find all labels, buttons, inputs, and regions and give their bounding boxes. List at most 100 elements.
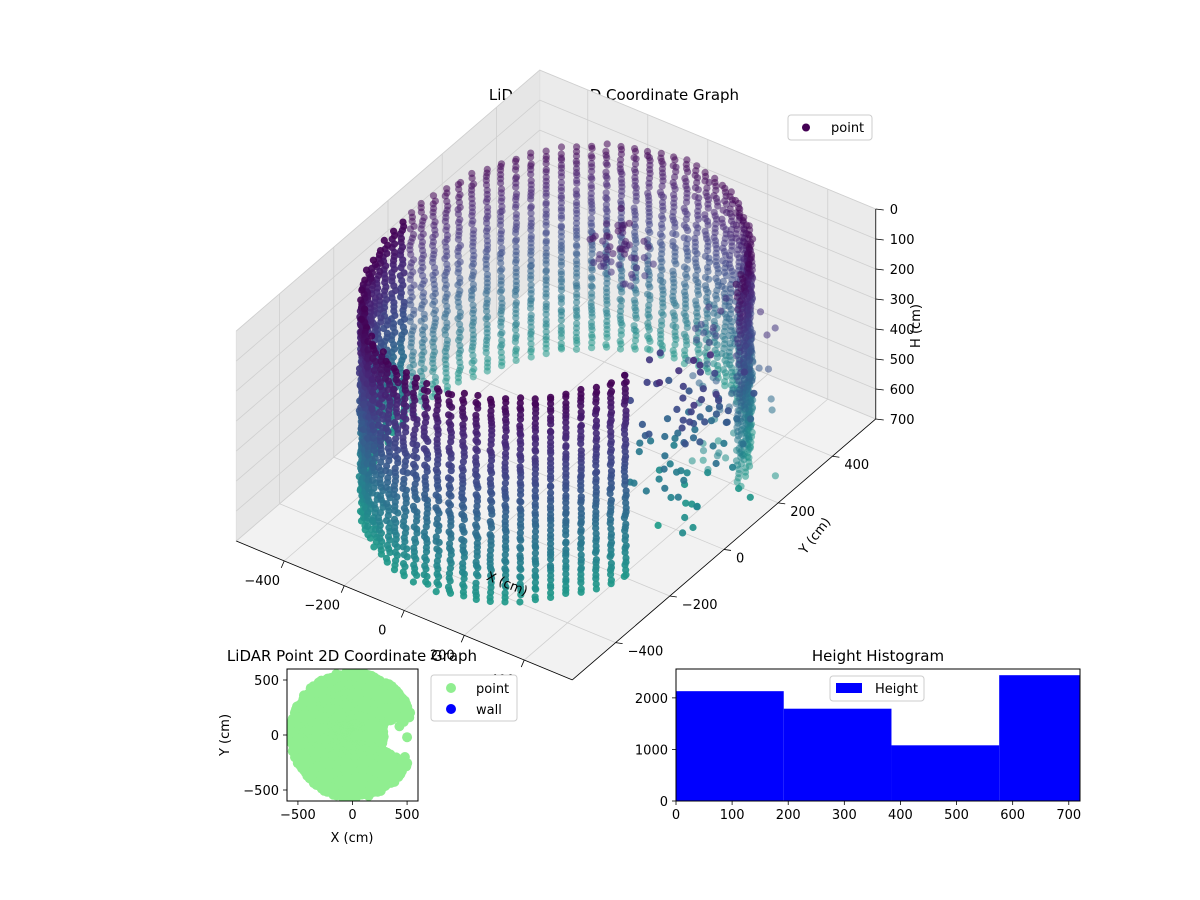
point-3d <box>527 256 535 264</box>
point-3d <box>443 252 451 260</box>
point-3d <box>459 580 467 589</box>
point-3d <box>374 375 382 383</box>
point-3d <box>458 568 467 576</box>
point-3d <box>512 314 520 322</box>
point-3d <box>547 494 555 502</box>
point-3d <box>669 229 677 237</box>
point-3d <box>593 468 601 476</box>
point-3d <box>358 286 366 294</box>
point-3d <box>691 247 699 255</box>
point-3d <box>385 490 393 498</box>
point-3d <box>527 160 535 168</box>
point-3d <box>498 249 506 257</box>
point-3d <box>364 371 372 379</box>
point-3d <box>502 533 510 541</box>
point-3d <box>460 553 468 561</box>
point-3d <box>527 219 535 227</box>
point-3d <box>617 327 625 335</box>
point-3d <box>607 504 615 512</box>
z-tick-mark <box>875 388 884 391</box>
point-3d <box>399 353 408 361</box>
y-tick-mark <box>615 642 623 645</box>
point-3d <box>644 265 652 273</box>
y-tick-mark <box>778 502 786 505</box>
point-3d <box>577 526 585 534</box>
point-3d <box>512 163 520 171</box>
point-3d <box>369 476 377 484</box>
point-3d <box>597 262 605 270</box>
point-3d <box>470 252 478 260</box>
point-3d <box>527 311 535 319</box>
point-3d <box>732 352 741 360</box>
point-3d <box>430 204 438 212</box>
point-3d <box>390 248 399 256</box>
point-3d <box>363 460 371 468</box>
x-tick-label: −200 <box>304 599 340 614</box>
point-3d <box>654 521 662 530</box>
point-3d <box>547 433 555 441</box>
point-3d <box>445 398 453 406</box>
point-3d <box>422 523 430 531</box>
point-3d <box>472 529 480 537</box>
point-3d <box>607 530 616 538</box>
point-3d <box>381 391 389 399</box>
point-3d <box>617 150 626 158</box>
point-3d <box>391 452 399 460</box>
point-3d <box>681 351 689 359</box>
point-3d <box>470 268 478 276</box>
point-3d <box>621 430 629 438</box>
point-3d <box>704 200 712 208</box>
point-3d <box>738 279 747 287</box>
point-3d <box>364 442 372 451</box>
point-3d <box>710 233 718 242</box>
point-3d <box>669 213 677 221</box>
point-3d <box>362 266 371 274</box>
point-3d <box>443 231 451 239</box>
point-3d <box>468 174 476 182</box>
point-3d <box>572 279 580 287</box>
point-3d <box>368 376 376 384</box>
point-3d <box>726 230 734 238</box>
point-3d <box>725 260 733 268</box>
point-3d <box>577 510 586 518</box>
point-3d <box>607 408 616 416</box>
point-3d <box>483 271 491 279</box>
point-3d <box>618 245 626 253</box>
point-3d <box>429 238 437 246</box>
x-tick-label: 0 <box>378 623 386 638</box>
point-3d <box>410 485 418 493</box>
point-3d <box>472 588 480 596</box>
z-tick-label: 100 <box>890 233 915 248</box>
chart-3d-ylabel: Y (cm) <box>796 515 834 558</box>
point-3d <box>512 356 520 364</box>
point-3d <box>726 193 734 201</box>
point-3d <box>572 345 581 353</box>
point-3d <box>384 532 392 541</box>
point-3d <box>487 537 495 545</box>
point-3d <box>694 199 702 207</box>
point-3d <box>592 488 600 496</box>
point-3d <box>423 380 431 388</box>
point-3d <box>607 387 616 395</box>
point-3d <box>445 461 453 469</box>
point-3d <box>433 562 441 570</box>
point-3d <box>421 323 429 331</box>
point-3d <box>734 306 742 314</box>
point-3d <box>630 296 639 304</box>
point-3d <box>573 176 581 184</box>
point-3d <box>719 244 727 252</box>
point-3d <box>733 423 741 431</box>
point-3d <box>712 459 720 468</box>
z-tick-label: 300 <box>890 293 915 308</box>
point-3d <box>458 404 467 413</box>
chart-2d: LiDAR Point 2D Coordinate Graph −500 0 500… <box>218 647 518 846</box>
point-3d <box>384 317 392 325</box>
point-3d <box>707 417 716 425</box>
point-3d <box>470 314 478 322</box>
point-3d <box>410 256 418 264</box>
point-3d <box>483 253 491 261</box>
point-3d <box>607 458 615 466</box>
point-3d <box>409 230 418 239</box>
point-3d <box>711 174 719 182</box>
point-3d <box>670 153 678 161</box>
